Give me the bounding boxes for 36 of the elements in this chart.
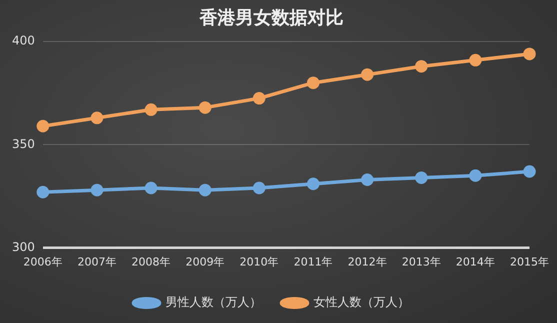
x-tick-label: 2006年 [23, 255, 62, 268]
point [90, 112, 104, 124]
point [144, 182, 158, 194]
point [36, 186, 50, 198]
legend-label: 男性人数（万人） [166, 295, 262, 310]
x-tick-label: 2012年 [348, 255, 387, 268]
x-tick-label: 2011年 [294, 255, 333, 268]
y-tick-label: 350 [12, 136, 35, 151]
point [198, 101, 212, 114]
x-tick-label: 2010年 [240, 255, 279, 268]
point [198, 184, 212, 196]
point [469, 169, 482, 182]
x-tick-label: 2015年 [510, 255, 550, 268]
point [523, 165, 536, 178]
point [361, 174, 374, 186]
chart-title: 香港男女数据对比 [198, 7, 344, 28]
point [415, 60, 428, 73]
x-tick-label: 2008年 [132, 255, 171, 268]
point [90, 184, 104, 196]
x-tick-label: 2007年 [77, 255, 116, 268]
point [252, 182, 266, 194]
point [306, 76, 320, 90]
point [252, 92, 266, 105]
point [415, 171, 428, 184]
point [144, 103, 158, 116]
x-tick-label: 2009年 [186, 255, 225, 268]
y-tick-label: 300 [12, 240, 35, 254]
point [306, 178, 320, 190]
point [361, 68, 374, 81]
point [523, 48, 536, 60]
y-tick-label: 400 [12, 34, 35, 48]
x-tick-label: 2014年 [456, 255, 495, 268]
point [469, 54, 482, 66]
legend-label: 女性人数（万人） [314, 295, 410, 310]
point [36, 120, 50, 132]
x-tick-label: 2013年 [402, 255, 441, 268]
